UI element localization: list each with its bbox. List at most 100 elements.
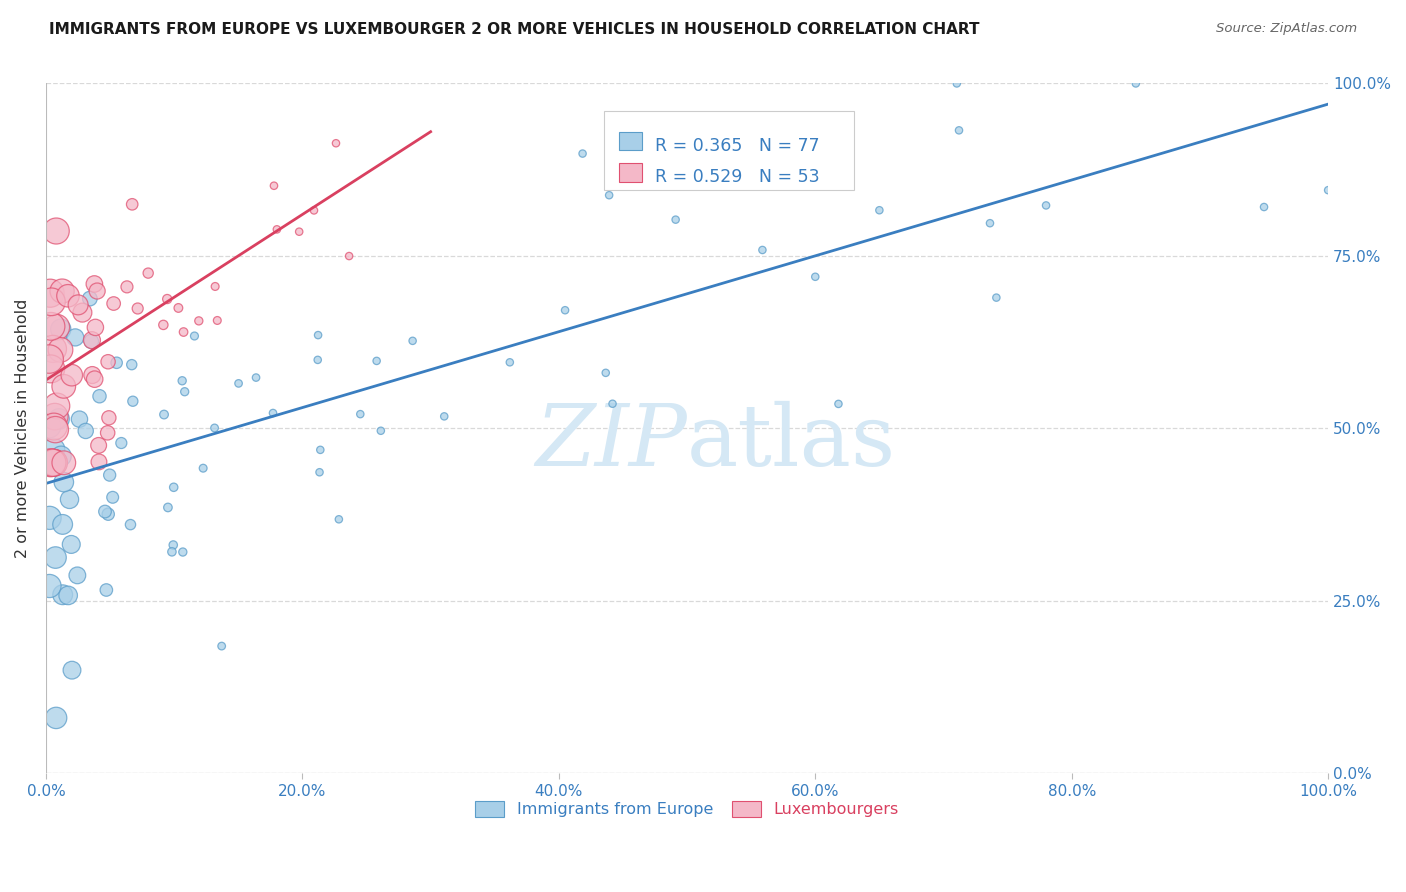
Point [42, 456, 65, 470]
Point [328, 512, 350, 526]
Point [41, 294, 63, 309]
Point [121, 358, 143, 372]
Point [366, 354, 388, 368]
Point [52, 456, 75, 470]
Point [38, 419, 60, 434]
Point [60, 368, 83, 383]
Point [266, 222, 288, 236]
Point [82, 368, 104, 382]
Point [946, 77, 969, 91]
Point [87, 438, 110, 452]
Point [167, 301, 190, 315]
Point [80, 334, 103, 349]
Point [45, 399, 67, 413]
Point [986, 291, 1008, 305]
Point [94, 504, 117, 518]
Point [868, 203, 890, 218]
Point [52, 475, 75, 489]
Point [207, 313, 229, 327]
Point [45, 711, 67, 725]
Point [42, 456, 65, 470]
Point [39, 362, 62, 376]
Point [110, 436, 132, 450]
Point [309, 442, 332, 457]
Point [187, 314, 209, 328]
Point [751, 243, 773, 257]
Point [948, 123, 970, 137]
Point [163, 480, 186, 494]
Point [79, 292, 101, 306]
Point [97, 410, 120, 425]
Point [204, 279, 226, 293]
Point [80, 333, 103, 347]
Point [263, 178, 285, 193]
Point [307, 352, 329, 367]
Legend: Immigrants from Europe, Luxembourgers: Immigrants from Europe, Luxembourgers [468, 795, 905, 823]
FancyBboxPatch shape [619, 163, 643, 182]
Point [52, 517, 75, 532]
Point [89, 389, 111, 403]
Point [337, 249, 360, 263]
Point [42, 342, 65, 356]
FancyBboxPatch shape [619, 132, 643, 151]
Point [136, 266, 159, 280]
Point [499, 355, 522, 369]
Point [98, 468, 121, 483]
Text: R = 0.365   N = 77: R = 0.365 N = 77 [655, 136, 820, 154]
Point [60, 537, 83, 551]
Point [48, 412, 70, 426]
Point [121, 394, 143, 409]
Text: atlas: atlas [688, 401, 896, 483]
Point [827, 397, 849, 411]
Point [42, 442, 65, 457]
Point [115, 280, 138, 294]
Point [571, 146, 593, 161]
Point [45, 224, 67, 238]
Point [173, 325, 195, 339]
Text: IMMIGRANTS FROM EUROPE VS LUXEMBOURGER 2 OR MORE VEHICLES IN HOUSEHOLD CORRELATI: IMMIGRANTS FROM EUROPE VS LUXEMBOURGER 2… [49, 22, 980, 37]
Point [65, 330, 87, 344]
Point [595, 366, 617, 380]
Point [191, 461, 214, 475]
Point [52, 588, 75, 602]
Point [83, 372, 105, 386]
Point [87, 455, 110, 469]
Point [302, 203, 325, 218]
Point [172, 374, 194, 388]
Point [183, 329, 205, 343]
Point [325, 136, 347, 151]
Point [602, 397, 624, 411]
Point [72, 305, 94, 319]
Point [44, 550, 66, 565]
Point [401, 334, 423, 348]
Point [51, 284, 73, 298]
Point [86, 284, 108, 298]
Point [83, 277, 105, 291]
Point [56, 588, 79, 602]
Point [41, 456, 63, 470]
Point [49, 343, 72, 357]
Point [162, 538, 184, 552]
Point [101, 491, 124, 505]
Point [97, 425, 120, 440]
Point [172, 545, 194, 559]
Point [105, 356, 128, 370]
FancyBboxPatch shape [603, 111, 853, 190]
Point [52, 379, 75, 393]
Point [84, 320, 107, 334]
Point [42, 419, 65, 434]
Point [39, 319, 62, 334]
Point [308, 465, 330, 479]
Point [228, 376, 250, 391]
Point [1253, 200, 1275, 214]
Point [67, 298, 90, 312]
Point [204, 421, 226, 435]
Point [49, 322, 72, 336]
Y-axis label: 2 or more Vehicles in Household: 2 or more Vehicles in Household [15, 299, 30, 558]
Point [60, 663, 83, 677]
Point [121, 197, 143, 211]
Point [245, 370, 267, 384]
Point [38, 579, 60, 593]
Point [288, 225, 311, 239]
Point [38, 352, 60, 367]
